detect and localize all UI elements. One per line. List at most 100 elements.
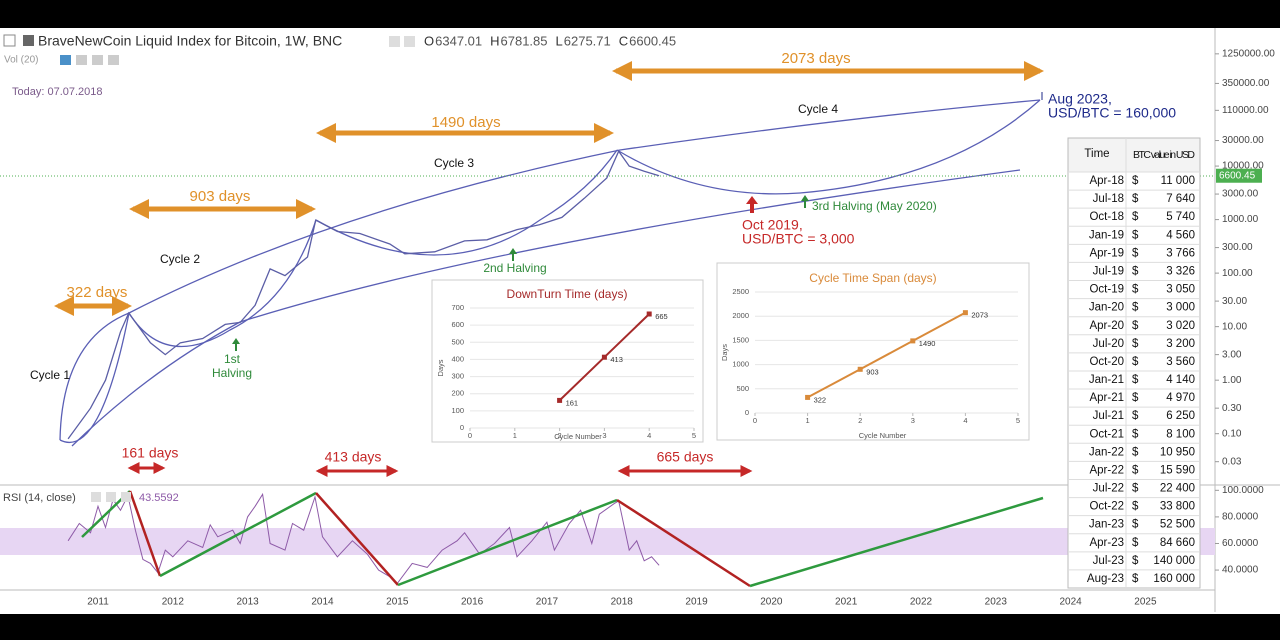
x-tick-label: 2023: [985, 597, 1008, 608]
point: [910, 338, 916, 344]
table-cell: Apr-20: [1089, 320, 1124, 332]
x-tick-label: 5: [1016, 416, 1020, 425]
x-tick-label: 4: [963, 416, 967, 425]
rsi-settings[interactable]: [91, 492, 101, 502]
y-tick-label: 0: [745, 408, 749, 417]
rsi-remove[interactable]: [121, 492, 131, 502]
settings-button[interactable]: [389, 36, 400, 47]
table-cell: Jan-21: [1089, 374, 1124, 386]
table-cell: 10 950: [1160, 446, 1195, 458]
y-tick-label: 300: [451, 372, 464, 381]
y-tick-label: 100.0000: [1222, 485, 1264, 496]
table-cell: 3 020: [1166, 320, 1195, 332]
y-tick-label: 3000.00: [1222, 189, 1259, 200]
symbol-icon: [23, 35, 34, 46]
table-cell: $: [1132, 356, 1139, 368]
inset-title: Cycle Time Span (days): [809, 271, 936, 285]
downturn-label: 413 days: [325, 449, 382, 465]
rsi-up-trend: [749, 496, 1044, 588]
table-cell: Oct-22: [1089, 501, 1124, 513]
table-cell: $: [1132, 247, 1139, 259]
rsi-down-trend: [315, 492, 399, 586]
y-tick-label: 0.03: [1222, 456, 1242, 467]
table-cell: 11 000: [1161, 175, 1195, 187]
table-cell: $: [1132, 537, 1139, 549]
table-cell: 4 970: [1166, 392, 1195, 404]
x-tick-label: 1: [513, 431, 517, 440]
table-cell: $: [1132, 555, 1139, 567]
point: [857, 366, 863, 372]
y-tick-label: 400: [451, 354, 464, 363]
rsi-title: RSI (14, close): [3, 492, 76, 504]
y-tick-label: 0.30: [1222, 403, 1242, 414]
cycle-1-curve: [59, 312, 130, 443]
table-cell: Jan-20: [1089, 302, 1124, 314]
rsi-down-trend: [616, 498, 751, 588]
span-label: 2073 days: [781, 50, 850, 67]
rsi-trendlines: [81, 490, 1044, 588]
y-tick-label: 30000.00: [1222, 135, 1264, 146]
span-label: 903 days: [190, 188, 251, 205]
table-cell: Apr-21: [1089, 392, 1124, 404]
table-cell: 4 560: [1166, 229, 1195, 241]
indicator-add[interactable]: [92, 55, 103, 65]
rsi-band: [0, 528, 1215, 555]
point: [557, 397, 563, 403]
y-tick-label: 1500: [732, 335, 749, 344]
x-tick-label: 5: [692, 431, 696, 440]
table-cell: Oct-21: [1089, 428, 1124, 440]
table-cell: Jan-19: [1089, 229, 1124, 241]
table-cell: 3 326: [1166, 266, 1195, 278]
table-cell: Jul-19: [1093, 266, 1124, 278]
table-cell: $: [1132, 519, 1139, 531]
span-label: 1490 days: [431, 114, 500, 131]
collapse-button[interactable]: [3, 34, 16, 47]
rsi-hide[interactable]: [106, 492, 116, 502]
table-cell: Jul-23: [1093, 555, 1124, 567]
x-tick-label: 2: [858, 416, 862, 425]
cycle-curves: [59, 99, 1041, 447]
table-cell: Apr-19: [1089, 247, 1124, 259]
y-tick-label: 110000.00: [1222, 105, 1269, 116]
letterbox-bottom: [0, 614, 1280, 640]
x-tick-label: 2: [558, 431, 562, 440]
table-cell: $: [1132, 428, 1139, 440]
x-tick-label: 0: [753, 416, 757, 425]
ohlc-value: 6275.71: [564, 33, 611, 48]
up-arrow: [801, 195, 809, 208]
halving-label: 2nd Halving: [483, 261, 546, 275]
y-axis-label: Days: [720, 344, 729, 361]
table-cell: Oct-19: [1089, 284, 1124, 296]
table-cell: $: [1132, 338, 1139, 350]
table-cell: $: [1132, 501, 1139, 513]
table-cell: $: [1132, 392, 1139, 404]
table-cell: 6 250: [1166, 410, 1195, 422]
hide-button[interactable]: [404, 36, 415, 47]
forecast-label: Oct 2019,: [742, 217, 803, 233]
x-tick-label: 4: [647, 431, 651, 440]
upper-envelope: [59, 99, 1041, 441]
y-tick-label: 200: [451, 389, 464, 398]
halving-label: Halving: [212, 366, 252, 380]
cycle-2-curve: [128, 219, 317, 348]
last-price-tag: [1216, 168, 1262, 183]
point: [646, 311, 652, 317]
data-label: 322: [814, 395, 827, 404]
table-cell: Jul-20: [1093, 338, 1124, 350]
last-price-label: 6600.45: [1219, 170, 1256, 181]
x-axis-label: Cycle Number: [859, 431, 907, 440]
table-cell: $: [1132, 374, 1139, 386]
y-tick-label: 500: [736, 384, 749, 393]
table-cell: $: [1132, 446, 1139, 458]
cycle-label: Cycle 2: [160, 252, 200, 266]
ohlc-value: 6347.01: [435, 33, 482, 48]
indicator-remove[interactable]: [108, 55, 119, 65]
table-cell: $: [1132, 266, 1139, 278]
cycle-label: Cycle 4: [798, 102, 838, 116]
indicator-settings[interactable]: [60, 55, 71, 65]
y-tick-label: 1000.00: [1222, 214, 1259, 225]
data-label: 413: [610, 355, 623, 364]
y-axis-label: Days: [436, 359, 445, 376]
table-cell: $: [1132, 483, 1139, 495]
indicator-hide[interactable]: [76, 55, 87, 65]
